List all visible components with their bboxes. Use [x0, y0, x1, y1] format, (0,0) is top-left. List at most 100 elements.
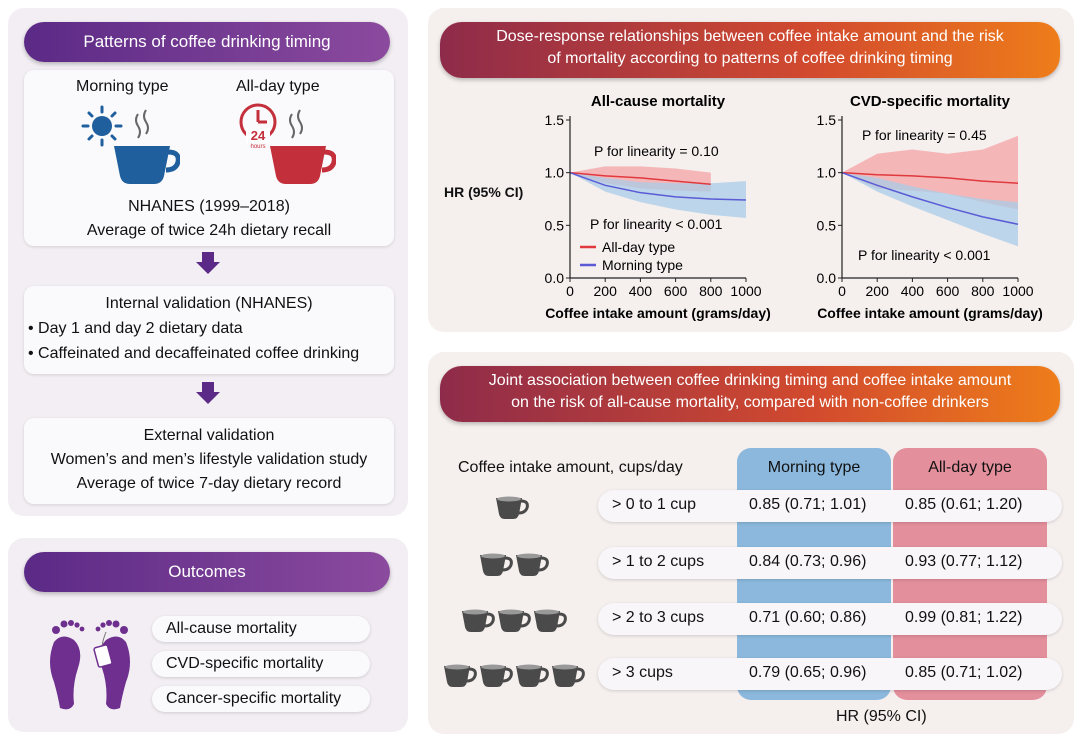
- x-tick-label: 0: [838, 283, 846, 299]
- coffee-cups-icon: [480, 553, 549, 576]
- joint-footer: HR (95% CI): [836, 708, 927, 725]
- hr-y-label: HR (95% CI): [444, 184, 524, 200]
- allday-hr-cell: 0.85 (0.71; 1.02): [905, 664, 1023, 681]
- table-row: [598, 490, 1062, 522]
- internal-bullet-1: • Day 1 and day 2 dietary data: [28, 320, 243, 337]
- row-label: > 1 to 2 cups: [612, 553, 705, 570]
- x-axis-label: Coffee intake amount (grams/day): [545, 305, 771, 321]
- x-tick-label: 600: [664, 283, 688, 299]
- allday-header: All-day type: [928, 459, 1012, 476]
- cup-icon: [516, 553, 549, 576]
- all-cause-chart: All-cause mortality 0.0 0.5 1.0 1.5 0 200 400 60…: [545, 93, 771, 321]
- cup-icon: [480, 553, 513, 576]
- x-tick-label: 400: [901, 283, 925, 299]
- y-tick-label: 1.0: [545, 165, 565, 181]
- external-title: External validation: [143, 427, 275, 444]
- annotation-morning: P for linearity < 0.001: [858, 247, 991, 263]
- x-tick-label: 1000: [730, 283, 761, 299]
- table-row: [598, 547, 1062, 579]
- outcome-all-cause: All-cause mortality: [152, 616, 370, 642]
- legend-label: All-day type: [602, 239, 675, 255]
- x-tick-label: 200: [866, 283, 890, 299]
- internal-title: Internal validation (NHANES): [105, 295, 313, 312]
- morning-hr-cell: 0.84 (0.73; 0.96): [749, 553, 867, 570]
- dose-response-title: Dose-response relationships between coff…: [440, 22, 1060, 78]
- external-validation-card: [24, 418, 394, 504]
- series-line-0: [569, 171, 711, 186]
- cup-icon: [496, 496, 529, 519]
- x-tick-label: 800: [971, 283, 995, 299]
- morning-hr-cell: 0.71 (0.60; 0.86): [749, 609, 867, 626]
- annotation-morning: P for linearity < 0.001: [590, 216, 723, 232]
- internal-bullet-2: • Caffeinated and decaffeinated coffee d…: [28, 345, 360, 362]
- down-arrow-icon: [196, 382, 220, 406]
- svg-text:hours: hours: [250, 144, 265, 150]
- external-line1: Women’s and men’s lifestyle validation s…: [50, 451, 368, 468]
- y-tick-label: 0.0: [817, 270, 837, 286]
- chart-title: All-cause mortality: [591, 93, 726, 110]
- cup-icon: [534, 609, 567, 632]
- morning-coffee-icon: [81, 105, 180, 184]
- cup-icon: [516, 664, 549, 687]
- row-label: > 3 cups: [612, 664, 673, 681]
- allday-hr-cell: 0.99 (0.81; 1.22): [905, 609, 1023, 626]
- outcome-cancer: Cancer-specific mortality: [152, 686, 370, 712]
- x-tick-label: 600: [936, 283, 960, 299]
- x-axis-label: Coffee intake amount (grams/day): [817, 305, 1043, 321]
- table-row: [598, 603, 1062, 635]
- internal-validation-card: [24, 286, 394, 374]
- nhanes-line2: Average of twice 24h dietary recall: [86, 222, 332, 239]
- x-tick-label: 800: [699, 283, 723, 299]
- svg-text:24: 24: [251, 128, 266, 143]
- chart-title: CVD-specific mortality: [850, 93, 1011, 110]
- ci-band-0: [842, 135, 1018, 210]
- y-tick-label: 1.5: [545, 112, 565, 128]
- sun-icon: [81, 105, 123, 147]
- x-tick-label: 200: [594, 283, 618, 299]
- nhanes-line1: NHANES (1999–2018): [128, 198, 290, 215]
- x-tick-label: 1000: [1002, 283, 1033, 299]
- morning-type-label: Morning type: [76, 78, 169, 95]
- x-tick-label: 0: [566, 283, 574, 299]
- allday-hr-cell: 0.85 (0.61; 1.20): [905, 496, 1023, 513]
- x-tick-label: 400: [629, 283, 653, 299]
- cup-icon: [444, 664, 477, 687]
- coffee-cups-icon: [496, 496, 529, 519]
- annotation-alldays: P for linearity = 0.10: [594, 143, 719, 159]
- cup-icon: [480, 664, 513, 687]
- feet-toe-tag-icon: [50, 620, 130, 710]
- series-line-0: [841, 171, 1019, 184]
- row-label: > 2 to 3 cups: [612, 609, 705, 626]
- cups-column-label: Coffee intake amount, cups/day: [458, 459, 683, 476]
- legend-label: Morning type: [602, 257, 683, 273]
- morning-header: Morning type: [767, 459, 861, 476]
- morning-hr-cell: 0.79 (0.65; 0.96): [749, 664, 867, 681]
- y-tick-label: 1.0: [817, 165, 837, 181]
- allday-type-label: All-day type: [236, 78, 320, 95]
- y-tick-label: 0.5: [817, 217, 837, 233]
- y-tick-label: 1.5: [817, 112, 837, 128]
- ci-band-1: [842, 172, 1018, 247]
- coffee-cups-icon: [444, 664, 585, 687]
- cup-icon: [462, 609, 495, 632]
- cup-icon: [498, 609, 531, 632]
- timing-title: Patterns of coffee drinking timing: [24, 22, 390, 62]
- series-line-1: [569, 171, 747, 201]
- cup-icon: [552, 664, 585, 687]
- y-tick-label: 0.5: [545, 217, 565, 233]
- external-line2: Average of twice 7-day dietary record: [76, 475, 342, 492]
- steam-icon: [135, 109, 149, 139]
- steam-icon: [289, 109, 303, 139]
- outcomes-title: Outcomes: [24, 552, 390, 592]
- clock-icon: 24 hours: [239, 103, 277, 150]
- allday-hr-cell: 0.93 (0.77; 1.12): [905, 553, 1023, 570]
- morning-hr-cell: 0.85 (0.71; 1.01): [749, 496, 867, 513]
- cvd-chart: CVD-specific mortality 0.0 0.5 1.0 1.5 0 200 40…: [817, 93, 1043, 321]
- table-row: [598, 658, 1062, 690]
- outcome-cvd: CVD-specific mortality: [152, 651, 370, 677]
- down-arrow-icon: [196, 252, 220, 276]
- series-line-1: [841, 171, 1019, 226]
- coffee-cups-icon: [462, 609, 567, 632]
- row-label: > 0 to 1 cup: [612, 496, 697, 513]
- annotation-alldays: P for linearity = 0.45: [862, 127, 987, 143]
